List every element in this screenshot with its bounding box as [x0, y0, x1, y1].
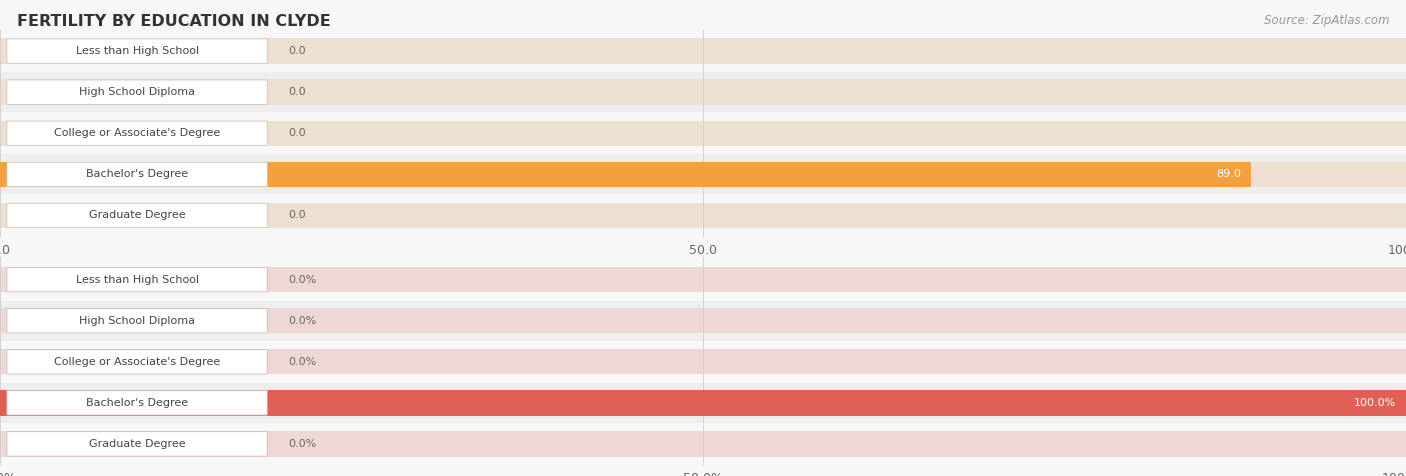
Text: Less than High School: Less than High School: [76, 275, 198, 285]
Text: Graduate Degree: Graduate Degree: [89, 210, 186, 220]
Bar: [0, 267, 1406, 292]
Bar: [0, 259, 1406, 300]
Bar: [0, 308, 1406, 333]
Text: Bachelor's Degree: Bachelor's Degree: [86, 398, 188, 408]
Bar: [0, 390, 1406, 416]
FancyBboxPatch shape: [7, 203, 267, 228]
Text: High School Diploma: High School Diploma: [79, 87, 195, 97]
FancyBboxPatch shape: [7, 432, 267, 456]
Text: College or Associate's Degree: College or Associate's Degree: [53, 128, 221, 139]
FancyBboxPatch shape: [7, 268, 267, 292]
Bar: [0, 154, 1406, 195]
Text: 0.0: 0.0: [288, 87, 307, 97]
Text: 0.0%: 0.0%: [288, 316, 316, 326]
Text: 89.0: 89.0: [1216, 169, 1241, 179]
Bar: [0, 342, 1406, 382]
Bar: [0, 300, 1406, 341]
Text: 0.0%: 0.0%: [288, 275, 316, 285]
Text: 0.0%: 0.0%: [288, 357, 316, 367]
FancyBboxPatch shape: [7, 162, 267, 187]
Bar: [0, 120, 1406, 146]
Text: 0.0: 0.0: [288, 128, 307, 139]
Text: 100.0%: 100.0%: [1354, 398, 1396, 408]
Bar: [0, 349, 1406, 375]
Bar: [0, 113, 1406, 153]
Bar: [0, 195, 1406, 236]
Bar: [0, 424, 1406, 464]
FancyBboxPatch shape: [7, 121, 267, 146]
Bar: [0, 390, 1406, 416]
Bar: [0, 162, 1251, 187]
Text: 0.0: 0.0: [288, 46, 307, 56]
Text: College or Associate's Degree: College or Associate's Degree: [53, 357, 221, 367]
Text: 0.0%: 0.0%: [288, 439, 316, 449]
Bar: [0, 72, 1406, 112]
Bar: [0, 162, 1406, 187]
Text: Source: ZipAtlas.com: Source: ZipAtlas.com: [1264, 14, 1389, 27]
FancyBboxPatch shape: [7, 308, 267, 333]
FancyBboxPatch shape: [7, 80, 267, 104]
Bar: [0, 31, 1406, 71]
FancyBboxPatch shape: [7, 39, 267, 63]
Bar: [0, 79, 1406, 105]
Text: High School Diploma: High School Diploma: [79, 316, 195, 326]
FancyBboxPatch shape: [7, 349, 267, 374]
FancyBboxPatch shape: [7, 391, 267, 415]
Bar: [0, 431, 1406, 456]
Text: Less than High School: Less than High School: [76, 46, 198, 56]
Text: Graduate Degree: Graduate Degree: [89, 439, 186, 449]
Text: Bachelor's Degree: Bachelor's Degree: [86, 169, 188, 179]
Text: 0.0: 0.0: [288, 210, 307, 220]
Text: FERTILITY BY EDUCATION IN CLYDE: FERTILITY BY EDUCATION IN CLYDE: [17, 14, 330, 30]
Bar: [0, 39, 1406, 64]
Bar: [0, 203, 1406, 228]
Bar: [0, 383, 1406, 423]
